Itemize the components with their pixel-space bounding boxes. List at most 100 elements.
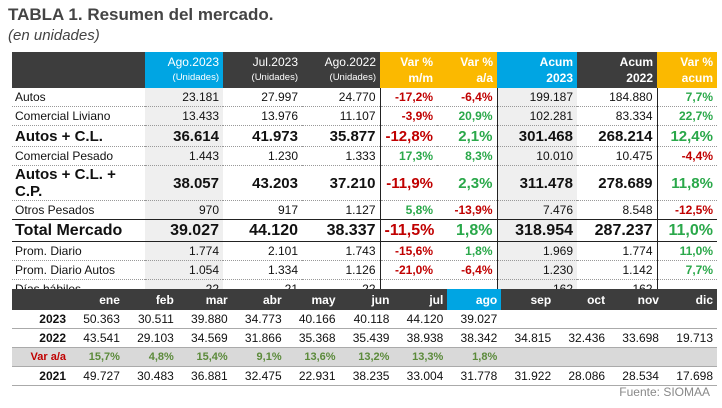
table-cell: 20,9% (437, 107, 497, 126)
monthly-cell: 39.027 (447, 310, 501, 329)
row-label: Prom. Diario Autos (12, 261, 145, 280)
row-label: Comercial Pesado (12, 147, 145, 166)
table-cell: 11,0% (657, 220, 717, 242)
table-cell: 1,8% (437, 242, 497, 261)
column-header: Acum2023 (497, 52, 577, 88)
table-title: TABLA 1. Resumen del mercado. (8, 5, 273, 25)
monthly-cell: 44.120 (393, 310, 447, 329)
table-cell: 27.997 (223, 88, 302, 107)
monthly-cell: 39.880 (178, 310, 232, 329)
column-header (12, 52, 145, 88)
column-header: Jul.2023(Unidades) (223, 52, 302, 88)
month-header-row: enefebmarabrmayjunjulagosepoctnovdic (12, 289, 717, 310)
monthly-cell: 34.569 (178, 329, 232, 348)
table-cell: 11,0% (657, 242, 717, 261)
table-cell: 38.337 (302, 220, 380, 242)
table-cell: 287.237 (577, 220, 657, 242)
monthly-cell: 31.778 (447, 367, 501, 386)
column-header-line1: Ago.2022 (325, 55, 376, 69)
monthly-cell: 13,3% (393, 348, 447, 367)
table-cell: -21,0% (380, 261, 437, 280)
table-cell: 44.120 (223, 220, 302, 242)
monthly-cell: 30.483 (124, 367, 178, 386)
table-cell: 8,3% (437, 147, 497, 166)
row-label: 2023 (12, 310, 70, 329)
table-cell: -17,2% (380, 88, 437, 107)
table-cell: 10.010 (497, 147, 577, 166)
table-cell: -6,4% (437, 88, 497, 107)
table-cell: 1.774 (145, 242, 223, 261)
column-header: Var % m/m (380, 52, 437, 88)
monthly-cell: 31.922 (501, 367, 555, 386)
table-cell: 1,8% (437, 220, 497, 242)
monthly-cell: 28.534 (609, 367, 663, 386)
column-header-line1: Jul.2023 (253, 55, 298, 69)
table-cell: 301.468 (497, 126, 577, 147)
table-cell: 102.281 (497, 107, 577, 126)
monthly-cell: 38.235 (340, 367, 394, 386)
table-cell: 11.107 (302, 107, 380, 126)
row-label: 2021 (12, 367, 70, 386)
table-cell: 199.187 (497, 88, 577, 107)
monthly-table: enefebmarabrmayjunjulagosepoctnovdic 202… (12, 289, 717, 386)
month-header: oct (555, 289, 609, 310)
column-header-line2: 2022 (626, 71, 653, 85)
column-header-line1: Acum (620, 55, 653, 69)
monthly-cell: 1,8% (447, 348, 501, 367)
table-cell: 36.614 (145, 126, 223, 147)
table-cell: -12,8% (380, 126, 437, 147)
month-header: nov (609, 289, 663, 310)
table-cell: 1.743 (302, 242, 380, 261)
column-header: Ago.2022(Unidades) (302, 52, 380, 88)
table-cell: 1.127 (302, 201, 380, 220)
monthly-cell: 36.881 (178, 367, 232, 386)
source-note: Fuente: SIOMAA (619, 385, 710, 399)
monthly-cell: 38.342 (447, 329, 501, 348)
table-cell: 2,1% (437, 126, 497, 147)
month-header: jul (393, 289, 447, 310)
table-cell: 1.443 (145, 147, 223, 166)
column-header-line2: acum (682, 71, 713, 85)
table-cell: -15,6% (380, 242, 437, 261)
table-cell: -11,5% (380, 220, 437, 242)
monthly-cell (555, 310, 609, 329)
month-header: mar (178, 289, 232, 310)
table-cell: 24.770 (302, 88, 380, 107)
monthly-cell: 4,8% (124, 348, 178, 367)
table-cell: 318.954 (497, 220, 577, 242)
table-cell: 41.973 (223, 126, 302, 147)
table-row: Autos23.18127.99724.770-17,2%-6,4%199.18… (12, 88, 717, 107)
table-cell: 1.230 (497, 261, 577, 280)
column-header-line1: Var % (400, 55, 433, 69)
monthly-cell: 38.938 (393, 329, 447, 348)
table-row: Autos + C.L.36.61441.97335.877-12,8%2,1%… (12, 126, 717, 147)
monthly-cell: 34.773 (232, 310, 286, 329)
monthly-cell (609, 348, 663, 367)
monthly-row: Var a/a15,7%4,8%15,4%9,1%13,6%13,2%13,3%… (12, 348, 717, 367)
monthly-row: 202350.36330.51139.88034.77340.16640.118… (12, 310, 717, 329)
table-cell: 1.126 (302, 261, 380, 280)
header-row: Ago.2023(Unidades)Jul.2023(Unidades)Ago.… (12, 52, 717, 88)
table-row: Autos + C.L. + C.P.38.05743.20337.210-11… (12, 166, 717, 201)
table-cell: 12,4% (657, 126, 717, 147)
column-header-line1: Var % (460, 55, 493, 69)
monthly-cell: 29.103 (124, 329, 178, 348)
column-header: Acum 2022 (577, 52, 657, 88)
column-header: Var %a/a (437, 52, 497, 88)
monthly-cell: 35.439 (340, 329, 394, 348)
row-label: Autos (12, 88, 145, 107)
column-header-line2: m/m (408, 71, 433, 85)
monthly-cell (501, 348, 555, 367)
monthly-cell: 50.363 (70, 310, 124, 329)
market-summary-table: Ago.2023(Unidades)Jul.2023(Unidades)Ago.… (12, 52, 717, 299)
monthly-cell: 22.931 (286, 367, 340, 386)
table-cell: 10.475 (577, 147, 657, 166)
table-cell: 8.548 (577, 201, 657, 220)
table-cell: 38.057 (145, 166, 223, 201)
row-label: Autos + C.L. (12, 126, 145, 147)
table-cell: 311.478 (497, 166, 577, 201)
month-header: ago (447, 289, 501, 310)
table-cell: 184.880 (577, 88, 657, 107)
month-header: dic (663, 289, 717, 310)
row-label: Prom. Diario (12, 242, 145, 261)
